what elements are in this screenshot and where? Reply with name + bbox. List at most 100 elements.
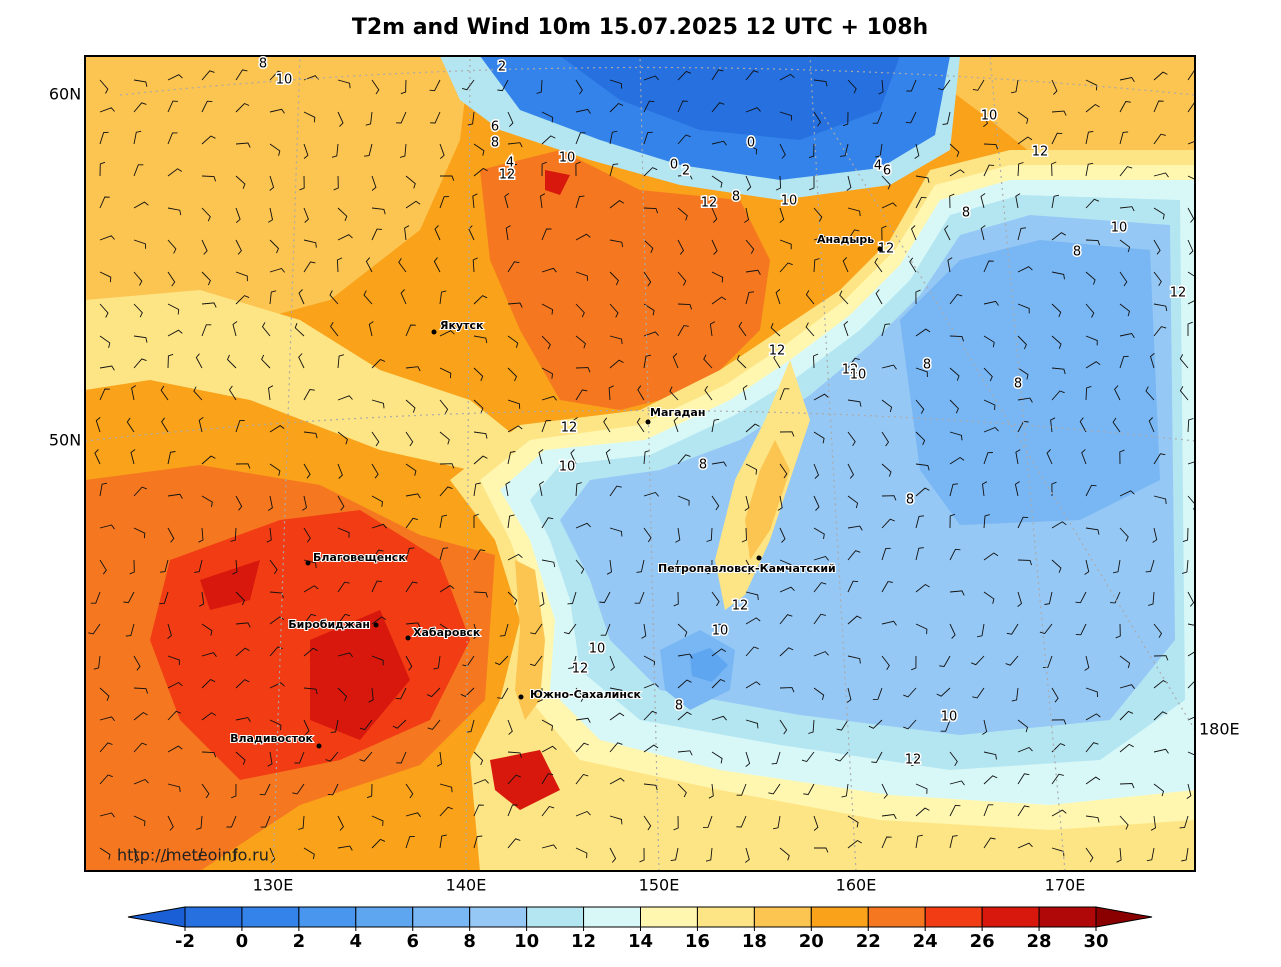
wind-barb xyxy=(915,807,930,817)
colorbar-bin xyxy=(696,906,755,928)
wind-barb xyxy=(1187,239,1194,255)
wind-barb xyxy=(541,135,556,145)
wind-barb xyxy=(1017,773,1030,785)
wind-barb xyxy=(636,417,645,433)
wind-barb xyxy=(881,581,893,593)
wind-barb xyxy=(201,652,217,657)
contour-label: 2 xyxy=(682,164,690,179)
wind-barb xyxy=(167,353,174,369)
wind-barb xyxy=(1187,651,1195,657)
wind-barb xyxy=(133,527,146,539)
wind-barb xyxy=(643,167,658,177)
wind-barb xyxy=(1079,417,1087,433)
wind-barb xyxy=(711,418,720,433)
wind-barb xyxy=(813,207,823,222)
wind-barb xyxy=(669,559,679,573)
wind-barb xyxy=(298,289,305,305)
wind-barb xyxy=(779,388,790,401)
wind-barb xyxy=(167,493,183,499)
city-label: Владивосток xyxy=(230,732,313,745)
colorbar-bin xyxy=(583,906,641,928)
wind-barb xyxy=(365,257,373,273)
wind-barb xyxy=(949,456,965,465)
contour-label: 6 xyxy=(883,164,891,179)
wind-barb xyxy=(980,193,986,209)
wind-barb xyxy=(201,135,216,145)
wind-barb xyxy=(201,175,217,182)
wind-barb xyxy=(371,815,384,826)
wind-barb xyxy=(541,559,556,568)
wind-barb xyxy=(1051,232,1067,241)
wind-barb xyxy=(133,486,147,497)
wind-barb xyxy=(1085,361,1101,369)
colorbar-tick-label: -2 xyxy=(175,931,195,952)
wind-barb xyxy=(294,323,305,337)
wind-barb xyxy=(575,482,582,497)
wind-barb xyxy=(399,143,407,158)
wind-barb xyxy=(572,417,578,433)
wind-barb xyxy=(497,79,509,92)
map-frame xyxy=(84,55,1196,872)
wind-barb xyxy=(99,271,112,283)
wind-barb xyxy=(371,463,379,479)
wind-barb xyxy=(641,623,647,639)
wind-barb xyxy=(368,687,374,703)
wind-barb xyxy=(167,271,176,287)
colorbar-bin xyxy=(1038,906,1097,928)
wind-barb xyxy=(198,417,204,433)
meridian xyxy=(639,56,660,871)
wind-barb xyxy=(1153,495,1167,505)
wind-barb xyxy=(677,325,689,337)
wind-barb xyxy=(983,591,995,604)
wind-barb xyxy=(847,431,856,447)
wind-barb xyxy=(1119,710,1134,721)
colorbar-tick-label: 2 xyxy=(293,931,306,952)
wind-barb xyxy=(983,751,997,760)
wind-barb xyxy=(430,111,441,124)
wind-barb xyxy=(429,79,441,92)
wind-barb xyxy=(269,290,277,305)
wind-barb xyxy=(1146,847,1155,862)
wind-barb xyxy=(473,513,479,528)
wind-barb xyxy=(949,367,960,381)
wind-barb xyxy=(303,585,319,593)
colorbar-tick-label: 6 xyxy=(406,931,419,952)
wind-barb xyxy=(167,655,180,666)
wind-barbs xyxy=(88,69,1195,863)
wind-barb xyxy=(983,260,994,273)
wind-barb xyxy=(159,591,169,605)
wind-barb xyxy=(677,454,691,465)
wind-barb xyxy=(99,107,115,113)
wind-barb xyxy=(1085,484,1097,497)
wind-barb xyxy=(575,108,591,114)
wind-barb xyxy=(1051,809,1067,817)
wind-barb xyxy=(99,131,109,145)
wind-barb xyxy=(1119,303,1131,317)
colorbar-arrow-high xyxy=(1095,906,1153,928)
wind-barb xyxy=(706,527,713,542)
wind-barb xyxy=(235,717,251,723)
wind-barb xyxy=(235,622,251,628)
wind-barb xyxy=(405,783,414,799)
wind-barb xyxy=(1119,239,1131,253)
wind-barb xyxy=(337,395,353,401)
wind-barb xyxy=(359,751,373,762)
parallel xyxy=(85,409,1195,442)
wind-barb xyxy=(813,555,829,561)
wind-barb xyxy=(541,367,553,379)
wind-barb xyxy=(1051,481,1057,497)
map-title: T2m and Wind 10m 15.07.2025 12 UTC + 108… xyxy=(352,15,928,40)
wind-barb xyxy=(398,257,407,273)
wind-barb xyxy=(847,229,860,241)
wind-barb xyxy=(675,527,681,543)
contour-label: 12 xyxy=(572,662,589,677)
wind-barb xyxy=(473,143,485,156)
wind-barb xyxy=(609,655,615,671)
wind-barb xyxy=(541,303,554,315)
wind-barb xyxy=(167,623,172,639)
wind-barb xyxy=(677,495,690,506)
wind-barb xyxy=(1187,461,1195,465)
wind-barb xyxy=(541,844,557,850)
wind-barb xyxy=(711,69,724,81)
